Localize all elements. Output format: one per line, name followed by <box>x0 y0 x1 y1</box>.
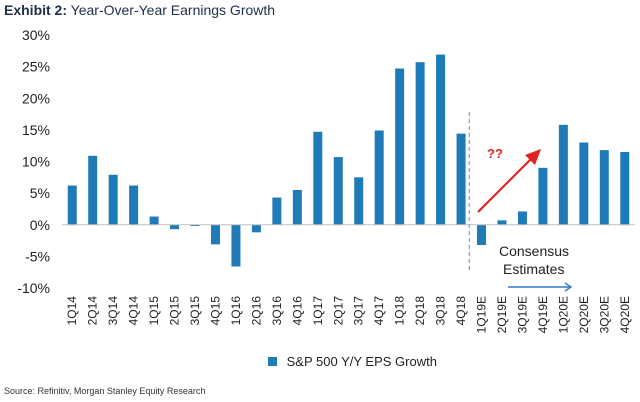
bar <box>538 167 548 225</box>
bar <box>88 155 98 225</box>
x-tick-label: 2Q19E <box>495 296 509 333</box>
chart-title-row: Exhibit 2: Year-Over-Year Earnings Growt… <box>4 2 275 18</box>
bar <box>313 131 323 225</box>
bar <box>579 142 589 225</box>
y-tick-label: 30% <box>22 27 50 43</box>
bar <box>67 185 77 225</box>
x-tick-label: 4Q17 <box>372 296 386 326</box>
y-axis-ticks: 30% 25% 20% 15% 10% 5% 0% -5% -10% <box>17 27 50 296</box>
y-tick-label: 10% <box>22 154 50 170</box>
bar <box>149 216 159 225</box>
x-tick-label: 2Q17 <box>331 296 345 326</box>
bar <box>558 124 568 225</box>
bar <box>190 224 200 227</box>
x-tick-label: 4Q20E <box>618 296 632 333</box>
x-tick-label: 2Q16 <box>249 296 263 326</box>
bar <box>108 174 118 225</box>
growth-arrow-line <box>477 156 534 213</box>
x-tick-label: 1Q15 <box>147 296 161 326</box>
bar <box>497 220 507 225</box>
bar <box>170 224 180 230</box>
y-tick-label: 25% <box>22 59 50 75</box>
bar <box>292 189 302 225</box>
estimates-arrow-head <box>564 282 573 292</box>
bar <box>415 62 425 225</box>
x-tick-label: 4Q14 <box>127 296 141 326</box>
x-tick-label: 4Q15 <box>208 296 222 326</box>
x-tick-label: 2Q14 <box>86 296 100 326</box>
question-marks: ?? <box>487 146 503 161</box>
legend-swatch <box>268 357 277 366</box>
chart-legend: S&P 500 Y/Y EPS Growth <box>268 354 437 369</box>
x-tick-label: 4Q19E <box>536 296 550 333</box>
x-tick-label: 3Q19E <box>515 296 529 333</box>
y-tick-label: -5% <box>25 248 50 264</box>
bar <box>374 130 384 225</box>
bar <box>333 157 343 225</box>
x-tick-label: 3Q14 <box>106 296 120 326</box>
x-tick-label: 3Q18 <box>434 296 448 326</box>
source-note: Source: Refinitiv, Morgan Stanley Equity… <box>4 386 206 396</box>
x-tick-label: 1Q18 <box>393 296 407 326</box>
x-tick-label: 3Q16 <box>270 296 284 326</box>
x-tick-label: 1Q16 <box>229 296 243 326</box>
bar <box>456 133 466 225</box>
y-tick-label: -10% <box>17 280 50 296</box>
bar-series <box>67 54 630 267</box>
x-tick-label: 1Q19E <box>475 296 489 333</box>
x-tick-label: 2Q18 <box>413 296 427 326</box>
legend-label: S&P 500 Y/Y EPS Growth <box>286 354 437 369</box>
bar <box>354 177 364 225</box>
x-tick-label: 2Q20E <box>577 296 591 333</box>
bar <box>210 224 220 245</box>
bar <box>251 224 261 233</box>
x-tick-label: 4Q16 <box>290 296 304 326</box>
y-tick-label: 15% <box>22 122 50 138</box>
x-tick-label: 3Q17 <box>352 296 366 326</box>
y-tick-label: 5% <box>30 185 50 201</box>
x-tick-label: 4Q18 <box>454 296 468 326</box>
growth-arrow-head <box>525 149 541 165</box>
chart-title: Year-Over-Year Earnings Growth <box>70 2 276 18</box>
x-tick-label: 2Q15 <box>168 296 182 326</box>
x-tick-label: 1Q14 <box>65 296 79 326</box>
x-tick-label: 3Q15 <box>188 296 202 326</box>
x-tick-label: 1Q20E <box>556 296 570 333</box>
consensus-label: Consensus <box>499 243 569 259</box>
annotations: ?? Consensus Estimates <box>477 146 573 292</box>
bar <box>129 185 139 225</box>
y-tick-label: 20% <box>22 90 50 106</box>
bar <box>517 211 527 225</box>
bar <box>620 152 630 225</box>
bar <box>599 150 609 225</box>
bar <box>436 54 446 225</box>
y-tick-label: 0% <box>30 217 50 233</box>
x-tick-label: 1Q17 <box>311 296 325 326</box>
bar <box>477 224 487 245</box>
bar <box>231 224 241 267</box>
bar <box>395 68 405 225</box>
exhibit-label: Exhibit 2: <box>4 2 68 18</box>
estimates-label: Estimates <box>503 261 564 277</box>
x-tick-label: 3Q20E <box>597 296 611 333</box>
x-axis-ticks: 1Q14 2Q14 3Q14 4Q14 1Q15 2Q15 3Q15 4Q15 1Q16 2Q16… <box>65 296 632 334</box>
bar <box>272 197 282 225</box>
